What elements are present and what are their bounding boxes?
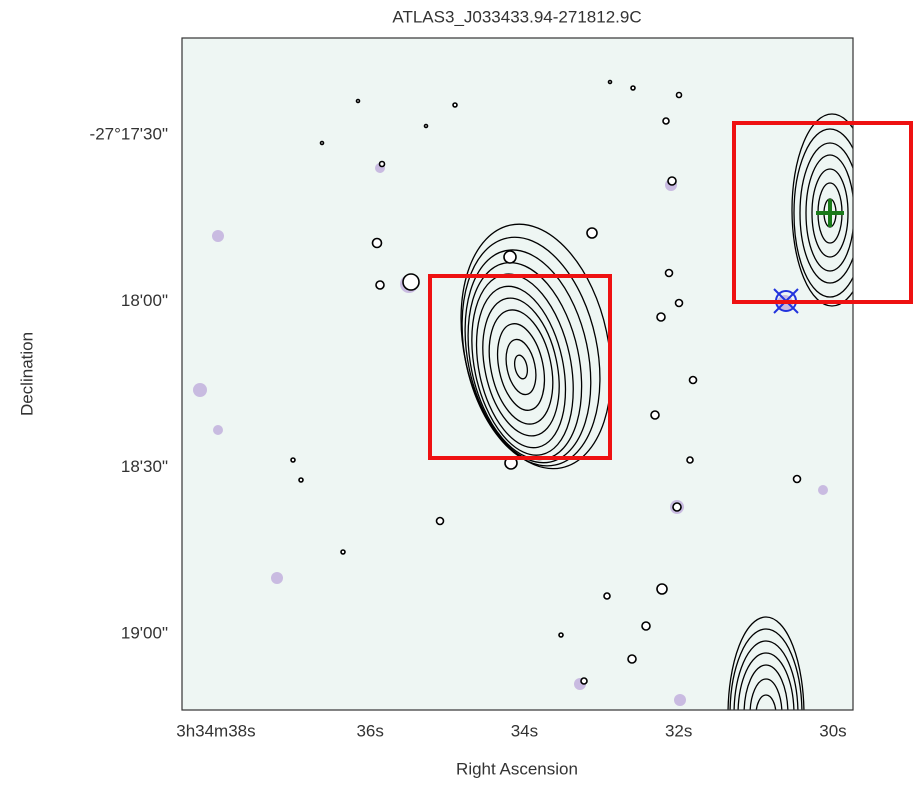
y-tick-label: 19'00"	[121, 624, 168, 643]
x-tick-label: 34s	[511, 721, 538, 740]
chart-title: ATLAS3_J033433.94-271812.9C	[392, 7, 641, 26]
x-axis-label: Right Ascension	[456, 759, 578, 778]
x-tick-label: 30s	[819, 721, 846, 740]
image	[182, 38, 872, 784]
y-tick-label: 18'00"	[121, 291, 168, 310]
y-axis-label: Declination	[17, 332, 36, 416]
y-tick-label: -27°17'30"	[90, 125, 168, 144]
x-tick-label: 36s	[356, 721, 383, 740]
x-tick-label: 3h34m38s	[176, 721, 255, 740]
x-tick-label: 32s	[665, 721, 692, 740]
y-tick-label: 18'30"	[121, 457, 168, 476]
chart: ATLAS3_J033433.94-271812.9C Right Ascens…	[0, 0, 914, 784]
